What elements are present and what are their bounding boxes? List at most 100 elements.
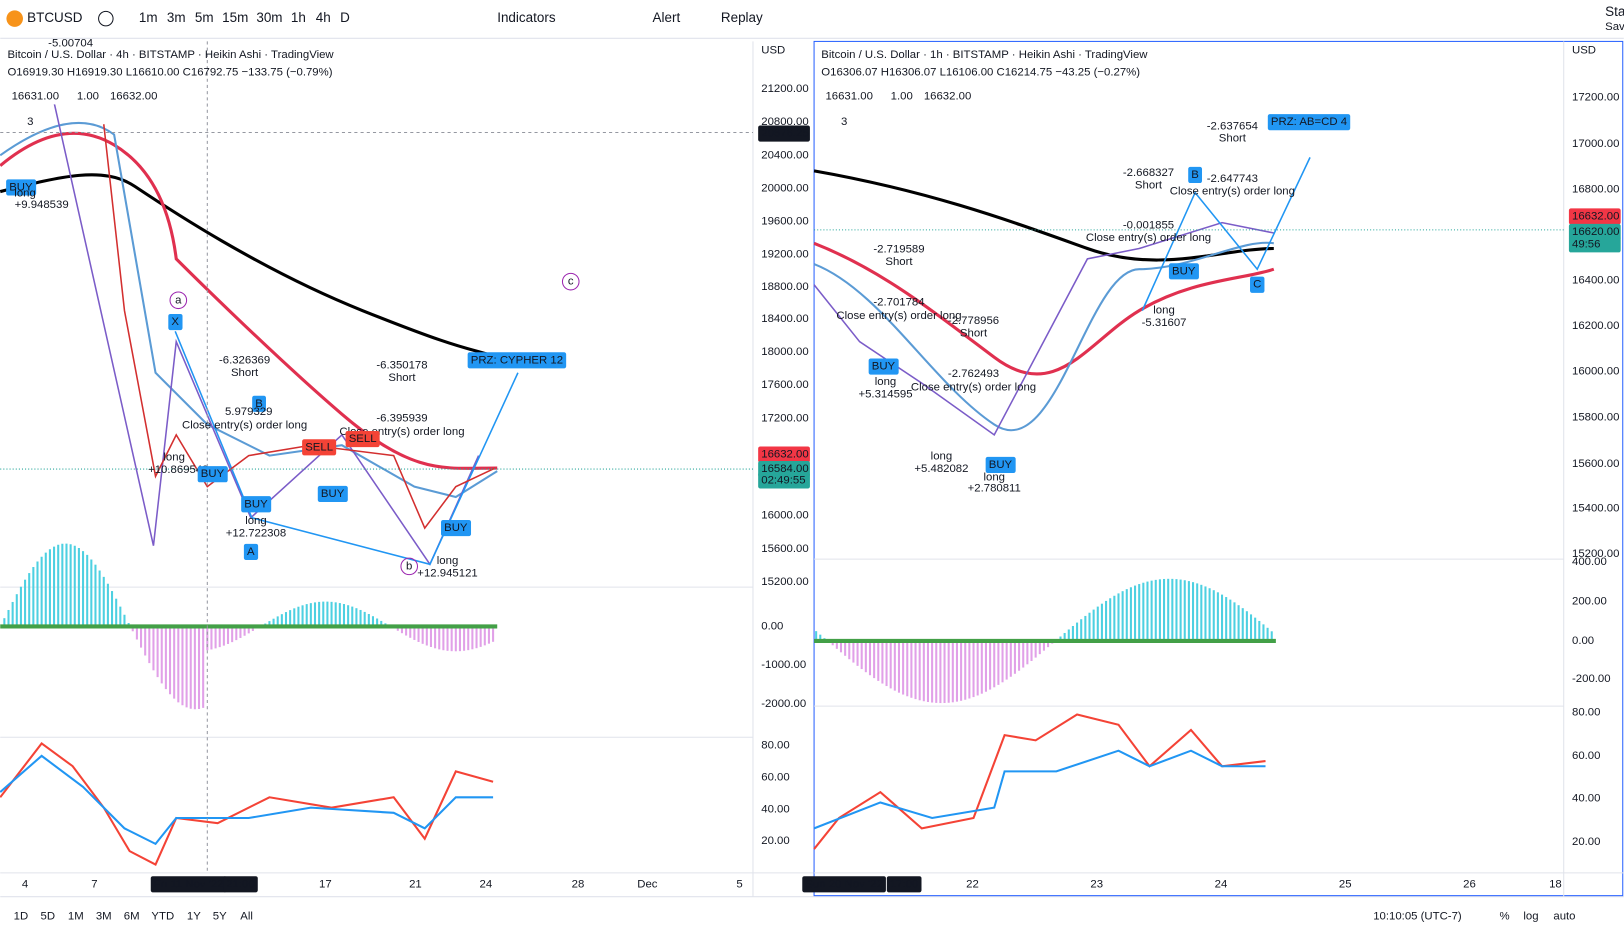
price-label: 16632.00 — [761, 449, 808, 461]
btc-icon — [6, 10, 23, 27]
annotation: +5.482082 — [914, 463, 968, 475]
study-count[interactable]: 3 — [27, 116, 33, 128]
bid: 16631.00 — [12, 90, 59, 102]
interval[interactable]: 30m — [256, 10, 282, 25]
sell-label: SELL — [349, 433, 377, 445]
interval[interactable]: 15m — [222, 10, 248, 25]
currency: USD — [761, 45, 785, 57]
range-button[interactable]: 5D — [41, 910, 56, 922]
price-label: 49:56 — [1572, 238, 1600, 250]
buy-label: BUY — [9, 181, 33, 193]
indicators-button[interactable]: Indicators — [497, 10, 556, 25]
wave-circle — [561, 272, 580, 291]
time-label-bg — [150, 876, 227, 893]
annotation: -6.350178 — [376, 360, 427, 372]
price-label-bg — [758, 472, 810, 489]
axis-label: 400.00 — [1572, 556, 1607, 568]
buy-label: BUY — [444, 522, 468, 534]
time-label: Sun 20 Nov '22 — [805, 878, 882, 890]
time-label: Fri 11 Nov '22 — [154, 878, 224, 890]
bid: 16631.00 — [825, 90, 872, 102]
account[interactable]: Sta — [1605, 4, 1624, 19]
price-label-bg — [1568, 236, 1621, 253]
auto-toggle[interactable]: auto — [1553, 910, 1575, 922]
buy-label: PRZ: AB=CD 4 — [1271, 116, 1347, 128]
ask: 16632.00 — [924, 90, 971, 102]
axis-label: 18400.00 — [761, 313, 808, 325]
axis-label: 17000.00 — [1572, 138, 1619, 150]
interval[interactable]: D — [340, 10, 350, 25]
range-button[interactable]: 3M — [96, 910, 112, 922]
annotation: Close entry(s) order long — [1086, 232, 1211, 244]
axis-label: -2000.00 — [761, 698, 806, 710]
annotation: -2.778956 — [948, 315, 999, 327]
point-label: B — [255, 398, 263, 410]
ask-bg — [920, 88, 975, 105]
interval[interactable]: 3m — [167, 10, 186, 25]
axis-label: 18800.00 — [761, 281, 808, 293]
axis-label: 16800.00 — [1572, 183, 1619, 195]
range-button[interactable]: 1M — [68, 910, 84, 922]
time-label-bg — [802, 876, 886, 893]
buy-label-bg — [1267, 114, 1351, 131]
interval[interactable]: 1h — [291, 10, 306, 25]
annotation: -2.719589 — [873, 244, 924, 256]
annotation: long — [875, 376, 897, 388]
axis-label: 0.00 — [761, 620, 783, 632]
ask: 16632.00 — [110, 90, 157, 102]
axis-label: 17600.00 — [761, 379, 808, 391]
time-label: 23 — [1090, 878, 1103, 890]
range-button[interactable]: All — [240, 910, 253, 922]
annotation: Close entry(s) order long — [911, 381, 1036, 393]
sell-label: SELL — [305, 441, 333, 453]
clock: 10:10:05 (UTC-7) — [1373, 910, 1462, 922]
annotation: -0.001855 — [1123, 220, 1174, 232]
annotation: -2.637654 — [1207, 120, 1258, 132]
annotation: Close entry(s) order long — [182, 420, 307, 432]
percent-toggle[interactable]: % — [1500, 910, 1510, 922]
ohlc: O16306.07 H16306.07 L16106.00 C16214.75 … — [821, 66, 1140, 78]
log-toggle[interactable]: log — [1523, 910, 1538, 922]
add-symbol[interactable] — [98, 10, 114, 27]
buy-label-bg — [1168, 263, 1199, 280]
axis-label: 80.00 — [1572, 706, 1600, 718]
ohlc: O16919.30 H16919.30 L16610.00 C16792.75 … — [7, 66, 332, 78]
study-count[interactable]: 3 — [841, 116, 847, 128]
interval[interactable]: 1m — [139, 10, 158, 25]
interval[interactable]: 4h — [316, 10, 331, 25]
annotation: -2.762493 — [948, 368, 999, 380]
annotation: Short — [885, 256, 913, 268]
annotation: long — [437, 555, 459, 567]
range-button[interactable]: 5Y — [213, 910, 227, 922]
alert-button[interactable]: Alert — [653, 10, 681, 25]
pane-title: Bitcoin / U.S. Dollar · 4h · BITSTAMP · … — [7, 49, 334, 61]
replay-button[interactable]: Replay — [721, 10, 763, 25]
wave-label: c — [568, 276, 574, 288]
range-button[interactable]: 6M — [124, 910, 140, 922]
annotation: -2.647743 — [1207, 173, 1258, 185]
time-label: 28 — [572, 878, 585, 890]
symbol[interactable]: BTCUSD — [27, 10, 83, 25]
point-label-bg — [1250, 276, 1265, 293]
time-label: 25 — [1339, 878, 1352, 890]
range-button[interactable]: 1Y — [187, 910, 201, 922]
range-button[interactable]: 1D — [14, 910, 29, 922]
time-label: 5 — [736, 878, 742, 890]
range-button[interactable]: YTD — [151, 910, 174, 922]
time-label-bg — [886, 876, 922, 893]
price-label-bg — [758, 446, 810, 463]
save-button[interactable]: Save — [1605, 21, 1624, 33]
price-label: 02:49:55 — [761, 474, 805, 486]
annotation: long — [931, 451, 953, 463]
annotation: long — [245, 515, 267, 527]
annotation: -5.00704 — [48, 37, 93, 49]
point-label: C — [1253, 279, 1261, 291]
interval[interactable]: 5m — [195, 10, 214, 25]
annotation: Close entry(s) order long — [1170, 186, 1295, 198]
wave-circle — [169, 291, 188, 310]
active-pane-border — [813, 40, 1624, 897]
time-label: 17 — [319, 878, 332, 890]
buy-label-bg — [868, 358, 899, 375]
annotation: -2.701784 — [873, 296, 924, 308]
